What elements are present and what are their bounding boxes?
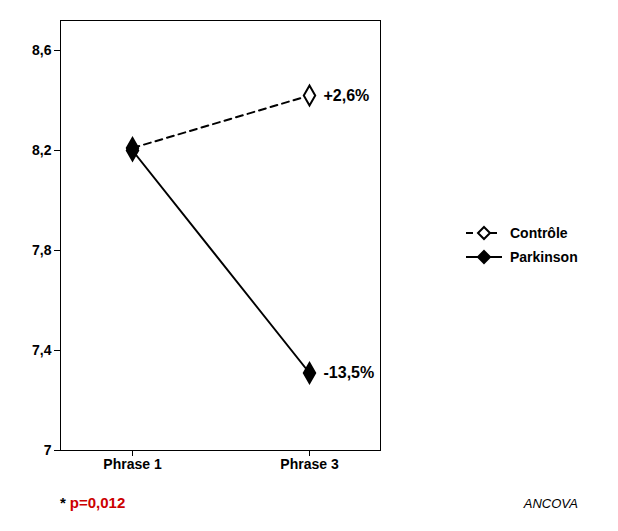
html-text:ANCOVA: ANCOVA (523, 496, 578, 511)
svg-text:7,4: 7,4 (32, 342, 52, 358)
svg-text:7: 7 (44, 442, 52, 458)
svg-text:Phrase 1: Phrase 1 (103, 456, 162, 472)
svg-text:Phrase 3: Phrase 3 (280, 456, 339, 472)
svg-text:7,8: 7,8 (32, 242, 52, 258)
svg-text:8,6: 8,6 (32, 42, 52, 58)
html-text:* p=0,012: * p=0,012 (60, 494, 126, 511)
svg-text:+2,6%: +2,6% (324, 87, 370, 104)
html-text:Contrôle: Contrôle (510, 225, 568, 241)
svg-text:-13,5%: -13,5% (324, 364, 375, 381)
svg-text:8,2: 8,2 (32, 142, 52, 158)
html-text:Parkinson: Parkinson (510, 249, 578, 265)
